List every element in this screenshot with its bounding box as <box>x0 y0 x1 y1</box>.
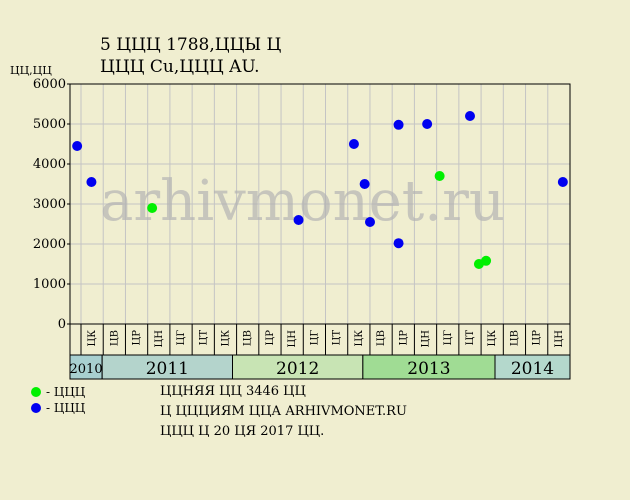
x-month-label: ЦК <box>354 330 365 347</box>
x-month-label: ЦВ <box>376 330 387 346</box>
year-label: 2012 <box>276 359 319 379</box>
y-tick-labels: 0 1000 2000 3000 4000 5000 6000 <box>33 77 70 332</box>
y-tick-label: 6000 <box>33 77 66 92</box>
year-label: 2013 <box>407 359 450 379</box>
x-month-labels: ЦК ЦВ ЦР ЦН ЦГ ЦТ ЦК ЦВ ЦР ЦН ЦГ ЦТ ЦК ЦВ ЦР ЦН ЦГ ЦТ ЦК ЦВ… <box>87 330 565 348</box>
data-point <box>393 119 404 130</box>
y-tick-label: 5000 <box>33 117 66 132</box>
data-point <box>434 171 445 181</box>
legend: - ЦЦЦ - ЦЦЦ <box>31 385 86 415</box>
chart-title-line1: 5 ЦЦЦ 1788,ЦЦЫ Ц <box>100 35 282 55</box>
year-cell <box>494 354 571 380</box>
data-point <box>481 255 492 266</box>
x-month-label: ЦН <box>554 330 565 348</box>
x-month-label: ЦК <box>487 330 498 347</box>
x-month-label: ЦВ <box>509 330 520 346</box>
legend-green-marker <box>31 387 41 397</box>
x-month-label: ЦТ <box>332 330 343 346</box>
note-line-1: ЦЦНЯЯ ЦЦ 3446 ЦЦ <box>160 384 306 399</box>
data-point <box>86 177 97 187</box>
x-year-band: 2010 2011 2012 2013 2014 <box>69 354 571 380</box>
x-month-label: ЦН <box>287 330 298 348</box>
x-month-label: ЦТ <box>465 330 476 346</box>
data-point <box>348 139 359 149</box>
data-points <box>72 111 568 269</box>
x-month-label: ЦН <box>154 330 165 348</box>
year-label: 2014 <box>511 359 554 379</box>
legend-green-label: - ЦЦЦ <box>46 385 86 399</box>
chart-title-line2: ЦЦЦ Cu,ЦЦЦ AU. <box>100 57 260 77</box>
x-month-label: ЦГ <box>176 330 187 346</box>
x-month-label: ЦР <box>265 330 276 346</box>
x-month-label: ЦР <box>132 330 143 346</box>
watermark: arhivmonet.ru <box>100 169 505 234</box>
x-month-label: ЦК <box>87 330 98 347</box>
y-tick-label: 1000 <box>33 277 66 292</box>
footer-notes: ЦЦНЯЯ ЦЦ 3446 ЦЦ Ц ЦЦЦИЯМ ЦЦА ARHIVMONET… <box>160 384 407 439</box>
data-point <box>147 203 158 213</box>
data-point <box>293 215 304 225</box>
y-tick-label: 2000 <box>33 237 66 252</box>
year-cell <box>101 354 234 380</box>
legend-blue-label: - ЦЦЦ <box>46 401 86 415</box>
note-line-3: ЦЦЦ Ц 20 ЦЯ 2017 ЦЦ. <box>160 424 324 439</box>
data-point <box>557 177 568 187</box>
note-line-2: Ц ЦЦЦИЯМ ЦЦА ARHIVMONET.RU <box>160 404 407 419</box>
data-point <box>359 179 370 189</box>
data-point <box>422 119 433 129</box>
y-tick-label: 3000 <box>33 197 66 212</box>
y-tick-label: 4000 <box>33 157 66 172</box>
legend-blue-marker <box>31 403 41 413</box>
y-axis-label: ЦЦ,ЦЦ <box>10 64 52 77</box>
x-month-label: ЦР <box>532 330 543 346</box>
x-month-label: ЦВ <box>243 330 254 346</box>
x-month-label: ЦВ <box>109 330 120 346</box>
year-cell <box>232 354 364 380</box>
x-month-label: ЦГ <box>309 330 320 346</box>
x-month-label: ЦР <box>398 330 409 346</box>
data-point <box>465 111 475 121</box>
x-month-label: ЦК <box>220 330 231 347</box>
x-month-label: ЦГ <box>443 330 454 346</box>
data-point <box>393 238 404 249</box>
data-point <box>72 141 83 151</box>
data-point <box>365 217 375 227</box>
year-label: 2011 <box>146 359 189 379</box>
x-month-label: ЦТ <box>198 330 209 346</box>
year-label: 2010 <box>70 362 103 377</box>
year-cell <box>362 354 496 380</box>
x-month-label: ЦН <box>421 330 432 348</box>
y-tick-label: 0 <box>58 317 66 332</box>
